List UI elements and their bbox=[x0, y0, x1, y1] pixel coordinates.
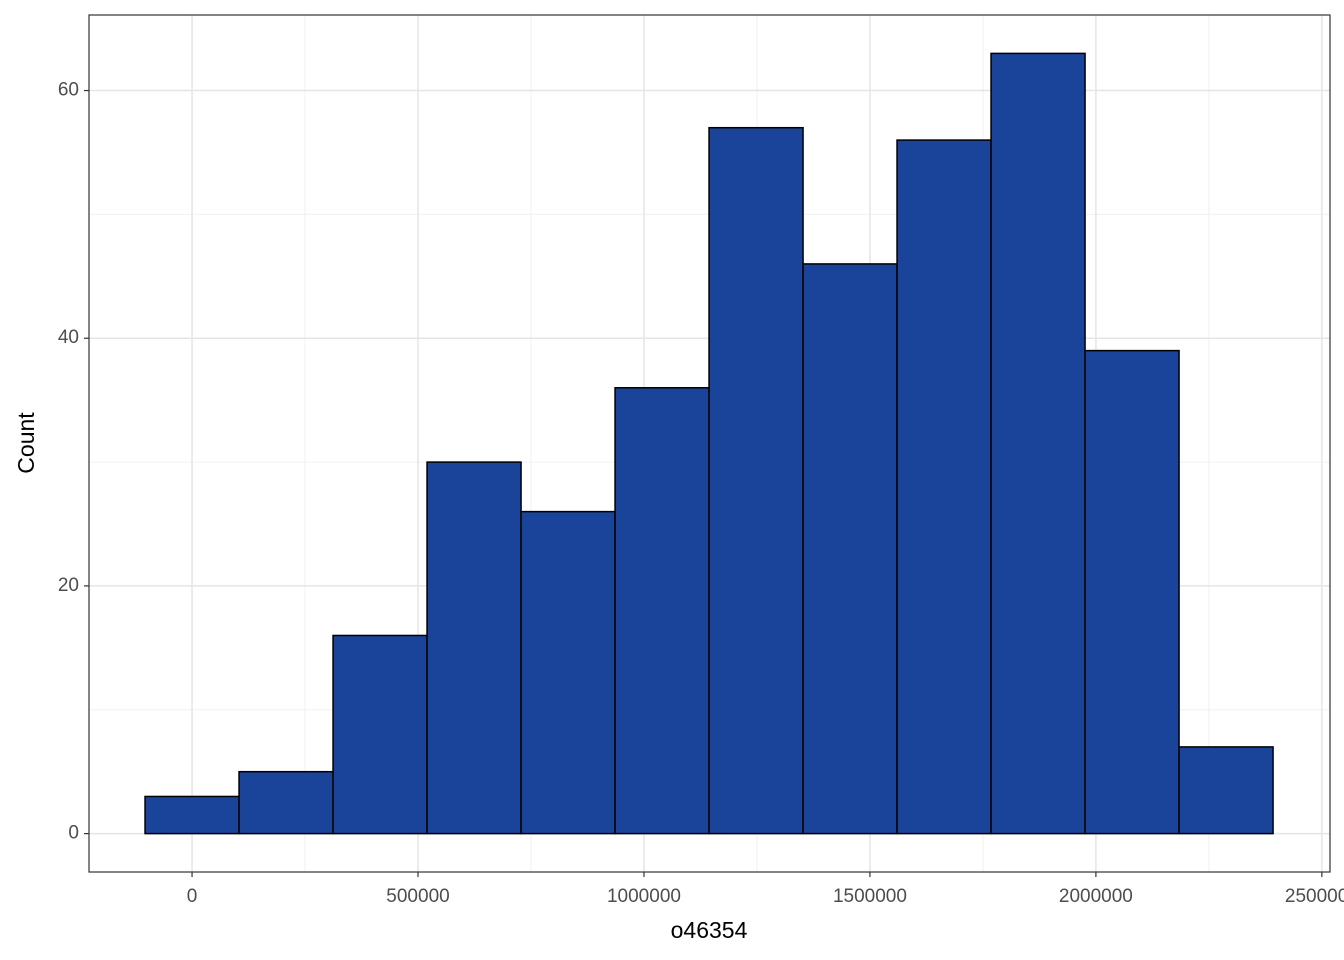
y-tick-label: 0 bbox=[68, 823, 79, 844]
y-tick-label: 60 bbox=[58, 80, 79, 101]
bar bbox=[332, 634, 428, 835]
bar bbox=[802, 263, 898, 835]
bar bbox=[144, 795, 240, 835]
bar bbox=[708, 126, 804, 835]
bar bbox=[614, 387, 710, 835]
bar bbox=[426, 461, 522, 835]
x-tick-label: 0 bbox=[187, 886, 198, 907]
x-tick-label: 500000 bbox=[386, 886, 449, 907]
x-tick-label: 2000000 bbox=[1059, 886, 1133, 907]
bar bbox=[1178, 746, 1274, 835]
bar bbox=[990, 52, 1086, 835]
y-tick-label: 40 bbox=[58, 327, 79, 348]
bar bbox=[1084, 349, 1180, 835]
x-tick-label: 1000000 bbox=[607, 886, 681, 907]
x-axis-title: o46354 bbox=[671, 917, 748, 943]
y-axis-title: Count bbox=[13, 412, 39, 474]
x-tick-label: 2500000 bbox=[1285, 886, 1344, 907]
y-tick-label: 20 bbox=[58, 575, 79, 596]
bar bbox=[238, 770, 334, 835]
panel-border bbox=[88, 14, 1331, 873]
bar bbox=[520, 510, 616, 835]
x-tick-label: 1500000 bbox=[833, 886, 907, 907]
bar bbox=[896, 139, 992, 835]
